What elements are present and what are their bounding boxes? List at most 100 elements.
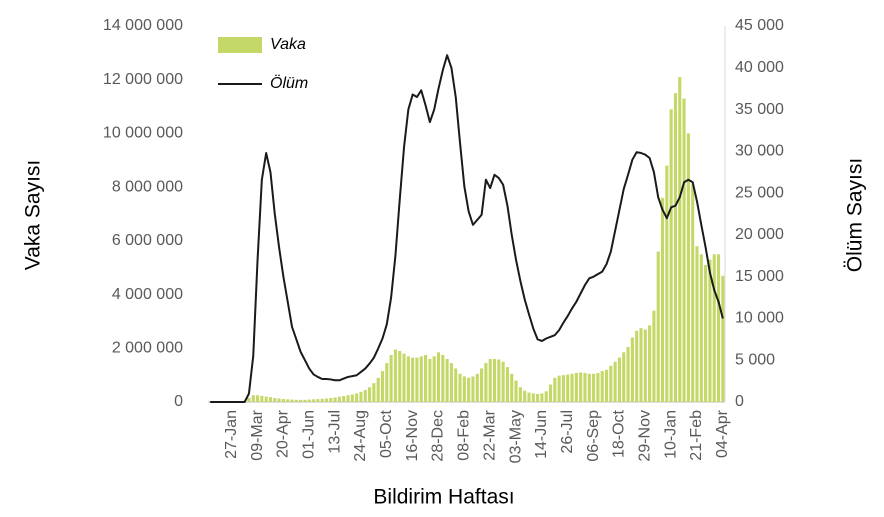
bar — [484, 363, 488, 402]
bar — [574, 372, 578, 402]
bar — [406, 356, 410, 402]
bar — [648, 325, 652, 402]
x-tick-label: 01-Jun — [300, 410, 317, 459]
bar — [441, 355, 445, 402]
bar — [652, 310, 656, 402]
x-tick-label: 05-Oct — [378, 409, 395, 458]
y2-tick-label: 15 000 — [735, 268, 784, 285]
bar — [510, 373, 514, 402]
bar — [682, 98, 686, 402]
bar — [587, 373, 591, 402]
bar — [544, 391, 548, 402]
bar — [540, 393, 544, 402]
bar — [686, 133, 690, 402]
bar — [708, 259, 712, 402]
bar — [527, 392, 531, 402]
bar — [622, 352, 626, 402]
bar — [346, 395, 350, 402]
bar — [695, 246, 699, 402]
y-axis-title: Vaka Sayısı — [22, 160, 45, 271]
bar — [492, 359, 497, 402]
bar — [324, 398, 329, 402]
bar — [342, 396, 346, 402]
bar — [277, 398, 281, 402]
y2-tick-label: 10 000 — [735, 310, 784, 327]
bar — [454, 368, 458, 402]
bar — [251, 395, 255, 402]
bar — [557, 375, 561, 402]
y2-tick-label: 0 — [735, 393, 744, 410]
bar — [699, 254, 703, 402]
bar — [475, 373, 479, 402]
bar — [570, 373, 574, 402]
x-tick-label: 08-Feb — [456, 410, 473, 461]
bar — [712, 254, 716, 402]
bar — [290, 399, 294, 402]
bar — [428, 359, 432, 402]
bar — [604, 369, 609, 402]
y-tick-label: 8 000 000 — [112, 178, 183, 195]
bar — [436, 352, 441, 402]
y-tick-label: 10 000 000 — [103, 125, 183, 142]
bar — [523, 390, 527, 402]
x-tick-label: 29-Nov — [637, 410, 654, 462]
bar — [480, 368, 484, 402]
bar — [355, 393, 359, 402]
x-tick-label: 27-Jan — [223, 410, 240, 459]
bar — [514, 380, 518, 402]
bar — [445, 359, 449, 402]
bar — [458, 373, 462, 402]
bar — [467, 377, 471, 402]
bar — [609, 365, 613, 402]
x-tick-label: 18-Oct — [611, 409, 628, 458]
bar — [294, 399, 298, 402]
bar — [553, 377, 557, 402]
x-tick-label: 10-Jan — [662, 410, 679, 459]
bar — [424, 355, 428, 402]
bar — [385, 363, 389, 402]
x-tick-label: 26-Jul — [559, 410, 576, 454]
x-tick-label: 24-Aug — [352, 410, 369, 462]
bar — [260, 395, 264, 402]
bar — [613, 361, 617, 402]
x-tick-label: 13-Jul — [326, 410, 343, 454]
bar — [247, 397, 251, 402]
bar — [333, 397, 337, 402]
x-tick-label: 06-Sep — [585, 410, 602, 462]
bar — [312, 399, 316, 402]
bar — [665, 165, 669, 402]
legend-swatch — [218, 37, 262, 53]
y2-tick-label: 35 000 — [735, 101, 784, 118]
x-tick-label: 16-Nov — [404, 410, 421, 462]
bar — [368, 387, 372, 402]
bar — [350, 394, 354, 402]
bar — [639, 328, 643, 402]
bar — [531, 393, 535, 402]
bar — [501, 361, 505, 402]
bar — [255, 395, 260, 402]
bar — [264, 396, 268, 402]
bar — [596, 372, 600, 402]
bar — [583, 372, 587, 402]
bar — [630, 337, 634, 402]
line — [210, 54, 724, 403]
bar — [411, 357, 415, 402]
bar — [561, 375, 565, 402]
bar — [626, 346, 630, 402]
y2-tick-label: 30 000 — [735, 143, 784, 160]
bar — [536, 393, 540, 402]
x-tick-label: 14-Jun — [533, 410, 550, 459]
bar — [518, 387, 522, 402]
y2-tick-label: 20 000 — [735, 226, 784, 243]
bar — [432, 356, 436, 402]
bar — [389, 355, 393, 402]
bar — [376, 377, 380, 402]
y2-tick-label: 45 000 — [735, 17, 784, 34]
bar — [471, 376, 475, 402]
bar — [673, 93, 678, 403]
bar — [303, 399, 307, 402]
y-tick-label: 6 000 000 — [112, 232, 183, 249]
bar — [398, 350, 402, 402]
bar — [592, 373, 596, 402]
bar — [415, 357, 419, 402]
